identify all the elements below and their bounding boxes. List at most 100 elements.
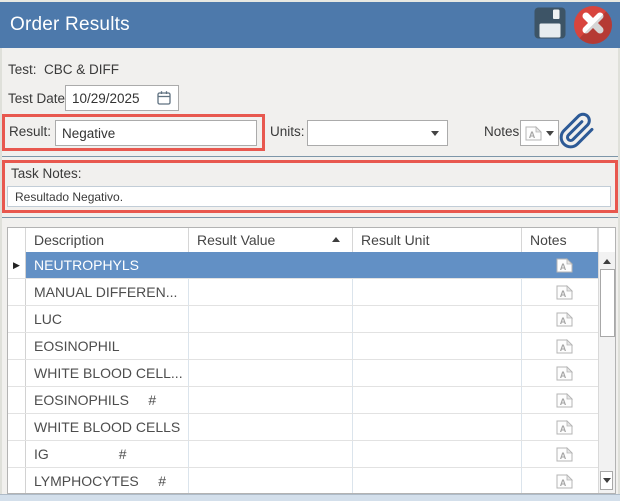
result-label: Result: <box>9 124 52 139</box>
calendar-icon[interactable] <box>156 90 172 106</box>
table-row[interactable]: WHITE BLOOD CELL... A <box>8 360 598 387</box>
task-notes-highlight-box: Task Notes: Resultado Negativo. <box>2 160 618 213</box>
note-a-file-icon[interactable]: A <box>556 365 573 381</box>
note-a-file-icon[interactable]: A <box>556 446 573 462</box>
panel-top-border <box>2 156 618 157</box>
svg-text:A: A <box>559 343 566 353</box>
close-button[interactable] <box>574 6 612 44</box>
table-row[interactable]: EOSINOPHILS # A <box>8 387 598 414</box>
cell-result-value <box>189 279 353 305</box>
svg-text:A: A <box>559 370 566 380</box>
cell-result-value <box>189 414 353 440</box>
table-row[interactable]: EOSINOPHIL A <box>8 333 598 360</box>
table-row[interactable]: LYMPHOCYTES # A <box>8 468 598 493</box>
column-header-result-value[interactable]: Result Value <box>189 228 353 252</box>
cell-notes: A <box>522 360 598 386</box>
row-selector-cell <box>8 468 26 493</box>
scroll-up-button[interactable] <box>599 254 615 268</box>
cell-description: EOSINOPHIL <box>26 333 189 359</box>
test-label: Test: <box>8 62 37 77</box>
table-row[interactable]: MANUAL DIFFEREN... A <box>8 279 598 306</box>
notes-type-button[interactable]: A <box>520 120 559 146</box>
units-dropdown[interactable] <box>307 120 448 146</box>
titlebar: Order Results <box>0 2 620 48</box>
column-header-result-unit[interactable]: Result Unit <box>353 228 522 252</box>
test-date-input[interactable]: 10/29/2025 <box>65 85 179 111</box>
column-header-notes[interactable]: Notes <box>522 228 598 252</box>
cell-notes: A <box>522 252 598 278</box>
note-a-file-icon[interactable]: A <box>556 311 573 327</box>
save-button[interactable] <box>532 6 568 44</box>
row-selector-header <box>8 228 26 252</box>
notes-label: Notes: <box>484 124 524 139</box>
test-value: CBC & DIFF <box>44 62 120 77</box>
note-a-file-icon[interactable]: A <box>556 284 573 300</box>
task-notes-value: Resultado Negativo. <box>15 189 124 204</box>
task-notes-input[interactable]: Resultado Negativo. <box>7 186 611 207</box>
a-file-icon: A <box>525 125 542 141</box>
cell-result-unit <box>353 252 522 278</box>
note-a-file-icon[interactable]: A <box>556 419 573 435</box>
result-value: Negative <box>62 125 116 141</box>
svg-text:A: A <box>559 262 566 272</box>
row-selector-cell <box>8 306 26 332</box>
cell-result-value <box>189 360 353 386</box>
sort-ascending-icon <box>332 237 340 242</box>
test-date-value: 10/29/2025 <box>72 90 140 106</box>
scrollbar-thumb[interactable] <box>600 269 615 337</box>
cell-notes: A <box>522 387 598 413</box>
cell-result-value <box>189 441 353 467</box>
chevron-down-icon <box>546 130 554 136</box>
cell-result-value <box>189 387 353 413</box>
row-selector-cell <box>8 414 26 440</box>
cell-description: MANUAL DIFFEREN... <box>26 279 189 305</box>
svg-text:A: A <box>559 397 566 407</box>
table-row[interactable]: IG # A <box>8 441 598 468</box>
row-selector-cell <box>8 360 26 386</box>
result-input[interactable]: Negative <box>55 120 257 146</box>
cell-result-unit <box>353 279 522 305</box>
table-row[interactable]: LUC A <box>8 306 598 333</box>
vertical-scrollbar[interactable] <box>598 252 615 493</box>
cell-result-unit <box>353 414 522 440</box>
units-label: Units: <box>270 124 305 139</box>
cell-description: LUC <box>26 306 189 332</box>
note-a-file-icon[interactable]: A <box>556 473 573 489</box>
cell-description: WHITE BLOOD CELL... <box>26 360 189 386</box>
row-selector-cell <box>8 279 26 305</box>
cell-notes: A <box>522 468 598 493</box>
svg-text:A: A <box>529 130 536 140</box>
cell-description: LYMPHOCYTES # <box>26 468 189 493</box>
svg-text:A: A <box>559 424 566 434</box>
cell-notes: A <box>522 279 598 305</box>
column-header-description[interactable]: Description <box>26 228 189 252</box>
table-row[interactable]: ▶ NEUTROPHYLS A <box>8 252 598 279</box>
window-left-edge <box>0 48 2 495</box>
svg-text:A: A <box>559 478 566 488</box>
floppy-disk-icon <box>533 6 567 45</box>
cell-result-value <box>189 252 353 278</box>
table-row[interactable]: WHITE BLOOD CELLS A <box>8 414 598 441</box>
cell-result-unit <box>353 360 522 386</box>
row-selector-cell: ▶ <box>8 252 26 278</box>
grid-rows: ▶ NEUTROPHYLS A MANUAL DIFFEREN... A <box>8 252 598 493</box>
attachment-paperclip-icon[interactable] <box>558 110 596 157</box>
svg-text:A: A <box>559 289 566 299</box>
grid-header: Description Result Value Result Unit Not… <box>8 228 615 253</box>
note-a-file-icon[interactable]: A <box>556 392 573 408</box>
close-x-icon <box>574 6 612 44</box>
cell-notes: A <box>522 333 598 359</box>
note-a-file-icon[interactable]: A <box>556 338 573 354</box>
row-selector-cell <box>8 333 26 359</box>
results-grid: Description Result Value Result Unit Not… <box>7 227 616 494</box>
window-top-edge <box>0 0 620 2</box>
triangle-up-icon <box>603 258 611 264</box>
row-selector-cell <box>8 441 26 467</box>
test-date-label: Test Date: <box>8 91 69 106</box>
scroll-down-button[interactable] <box>600 471 613 490</box>
note-a-file-icon[interactable]: A <box>556 257 573 273</box>
scrollbar-header-stub <box>598 228 615 252</box>
cell-description: IG # <box>26 441 189 467</box>
cell-result-unit <box>353 387 522 413</box>
